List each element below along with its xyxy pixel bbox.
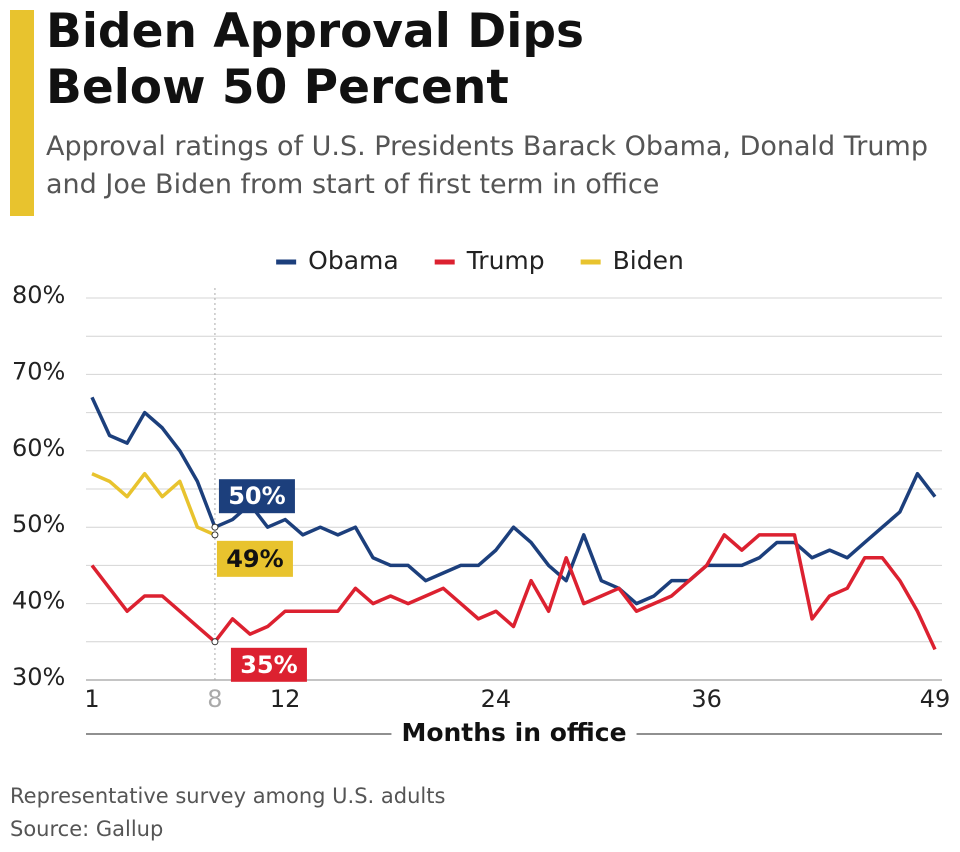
series-line bbox=[90, 533, 937, 651]
highlight-point bbox=[211, 523, 219, 531]
chart-subtitle: Approval ratings of U.S. Presidents Bara… bbox=[46, 131, 928, 200]
highlight-point bbox=[211, 531, 219, 539]
value-label-box bbox=[216, 540, 293, 577]
series-line bbox=[91, 471, 216, 537]
legend: Obama Trump Biden bbox=[276, 246, 684, 275]
x-tick-label: 36 bbox=[691, 685, 722, 713]
header-box: Biden Approval Dips Below 50 Percent App… bbox=[46, 4, 946, 204]
y-tick-label: 70% bbox=[12, 357, 65, 385]
x-tick-label: 8 bbox=[207, 685, 222, 713]
legend-label: Obama bbox=[308, 246, 399, 275]
y-tick-label: 60% bbox=[12, 434, 65, 462]
source: Source: Gallup bbox=[10, 817, 163, 841]
value-label: 49% bbox=[226, 545, 283, 573]
legend-label: Biden bbox=[613, 246, 684, 275]
highlight-point bbox=[211, 638, 219, 646]
y-tick-label: 40% bbox=[12, 587, 65, 615]
x-axis-label: Months in office bbox=[401, 718, 626, 747]
y-tick-label: 50% bbox=[12, 510, 65, 538]
legend-label: Trump bbox=[466, 246, 545, 275]
x-tick-label: 1 bbox=[84, 685, 99, 713]
value-label-box bbox=[230, 647, 307, 682]
value-label: 35% bbox=[240, 651, 297, 679]
x-tick-label: 24 bbox=[481, 685, 512, 713]
x-tick-label: 12 bbox=[270, 685, 301, 713]
chart-title: Biden Approval Dips Below 50 Percent bbox=[46, 4, 584, 115]
value-label: 50% bbox=[228, 482, 285, 510]
accent-bar bbox=[10, 10, 34, 216]
note: Representative survey among U.S. adults bbox=[10, 784, 445, 808]
y-tick-label: 80% bbox=[12, 281, 65, 309]
value-label-box bbox=[218, 479, 295, 514]
y-tick-label: 30% bbox=[12, 663, 65, 691]
x-tick-label: 49 bbox=[920, 685, 951, 713]
header: Biden Approval Dips Below 50 Percent App… bbox=[46, 4, 946, 204]
